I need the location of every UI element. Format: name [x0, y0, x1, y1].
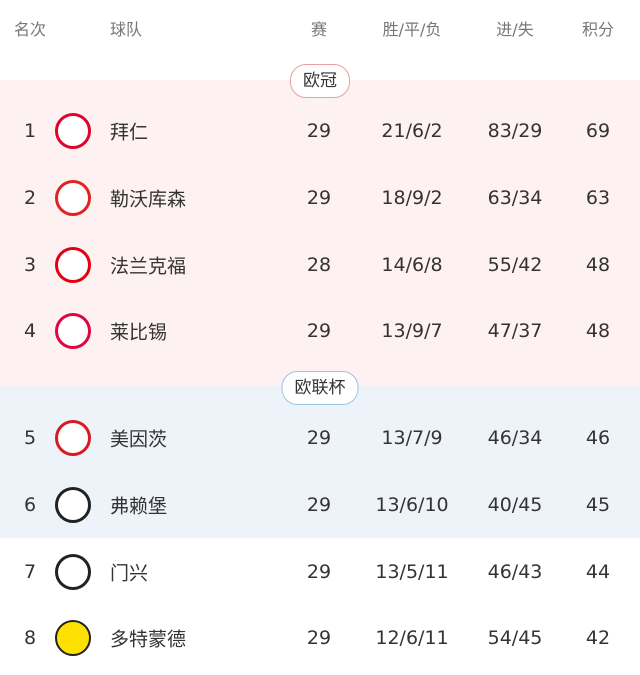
- points: 63: [585, 187, 611, 209]
- table-header: 名次 球队 赛 胜/平/负 进/失 积分: [0, 0, 640, 55]
- header-team: 球队: [110, 19, 143, 39]
- header-points: 积分: [581, 19, 615, 39]
- goals: 63/34: [487, 187, 543, 209]
- table-row[interactable]: 8 多特蒙德 29 12/6/11 54/45 42: [0, 605, 640, 671]
- wdl: 13/6/10: [375, 494, 449, 516]
- table-row[interactable]: 4 莱比锡 29 13/9/7 47/37 48: [0, 298, 640, 364]
- wdl: 13/9/7: [381, 320, 443, 342]
- wdl: 21/6/2: [381, 120, 443, 142]
- wdl: 13/5/11: [375, 561, 449, 583]
- rank: 8: [24, 627, 37, 649]
- zone-champions-league: [0, 80, 640, 386]
- played: 29: [306, 627, 332, 649]
- points: 44: [585, 561, 611, 583]
- goals: 40/45: [487, 494, 543, 516]
- dortmund-logo-icon: [55, 620, 91, 656]
- rank: 4: [24, 320, 37, 342]
- goals: 83/29: [487, 120, 543, 142]
- goals: 55/42: [487, 254, 543, 276]
- points: 48: [585, 254, 611, 276]
- gladbach-logo-icon: [55, 554, 91, 590]
- team-name[interactable]: 拜仁: [110, 121, 149, 144]
- wdl: 18/9/2: [381, 187, 443, 209]
- leverkusen-logo-icon: [55, 180, 91, 216]
- table-row[interactable]: 5 美因茨 29 13/7/9 46/34 46: [0, 405, 640, 471]
- goals: 54/45: [487, 627, 543, 649]
- table-row[interactable]: 6 弗赖堡 29 13/6/10 40/45 45: [0, 472, 640, 538]
- table-row[interactable]: 2 勒沃库森 29 18/9/2 63/34 63: [0, 165, 640, 231]
- wdl: 14/6/8: [381, 254, 443, 276]
- rank: 6: [24, 494, 37, 516]
- played: 29: [306, 561, 332, 583]
- points: 46: [585, 427, 611, 449]
- goals: 46/43: [487, 561, 543, 583]
- played: 29: [306, 320, 332, 342]
- header-goals: 进/失: [496, 19, 534, 39]
- team-name[interactable]: 多特蒙德: [110, 628, 187, 651]
- rank: 3: [24, 254, 37, 276]
- points: 69: [585, 120, 611, 142]
- played: 29: [306, 187, 332, 209]
- rank: 2: [24, 187, 37, 209]
- table-row[interactable]: 3 法兰克福 28 14/6/8 55/42 48: [0, 232, 640, 298]
- rank: 1: [24, 120, 37, 142]
- bayern-logo-icon: [55, 113, 91, 149]
- played: 29: [306, 120, 332, 142]
- team-name[interactable]: 门兴: [110, 562, 149, 585]
- played: 28: [306, 254, 332, 276]
- team-name[interactable]: 勒沃库森: [110, 188, 187, 211]
- frankfurt-logo-icon: [55, 247, 91, 283]
- team-name[interactable]: 莱比锡: [110, 321, 168, 344]
- table-row[interactable]: 7 门兴 29 13/5/11 46/43 44: [0, 539, 640, 605]
- team-name[interactable]: 弗赖堡: [110, 495, 168, 518]
- wdl: 12/6/11: [375, 627, 449, 649]
- zone-badge-europa-league: 欧联杯: [281, 371, 359, 405]
- team-name[interactable]: 法兰克福: [110, 255, 187, 278]
- rank: 7: [24, 561, 37, 583]
- points: 48: [585, 320, 611, 342]
- header-rank: 名次: [14, 19, 47, 39]
- leipzig-logo-icon: [55, 313, 91, 349]
- points: 42: [585, 627, 611, 649]
- header-wdl: 胜/平/负: [382, 19, 442, 39]
- goals: 47/37: [487, 320, 543, 342]
- rank: 5: [24, 427, 37, 449]
- table-row[interactable]: 1 拜仁 29 21/6/2 83/29 69: [0, 98, 640, 164]
- played: 29: [306, 494, 332, 516]
- points: 45: [585, 494, 611, 516]
- team-name[interactable]: 美因茨: [110, 428, 168, 451]
- freiburg-logo-icon: [55, 487, 91, 523]
- zone-europa-league: [0, 386, 640, 538]
- played: 29: [306, 427, 332, 449]
- zone-badge-champions-league: 欧冠: [290, 64, 350, 98]
- goals: 46/34: [487, 427, 543, 449]
- header-played: 赛: [310, 19, 328, 39]
- mainz-logo-icon: [55, 420, 91, 456]
- wdl: 13/7/9: [381, 427, 443, 449]
